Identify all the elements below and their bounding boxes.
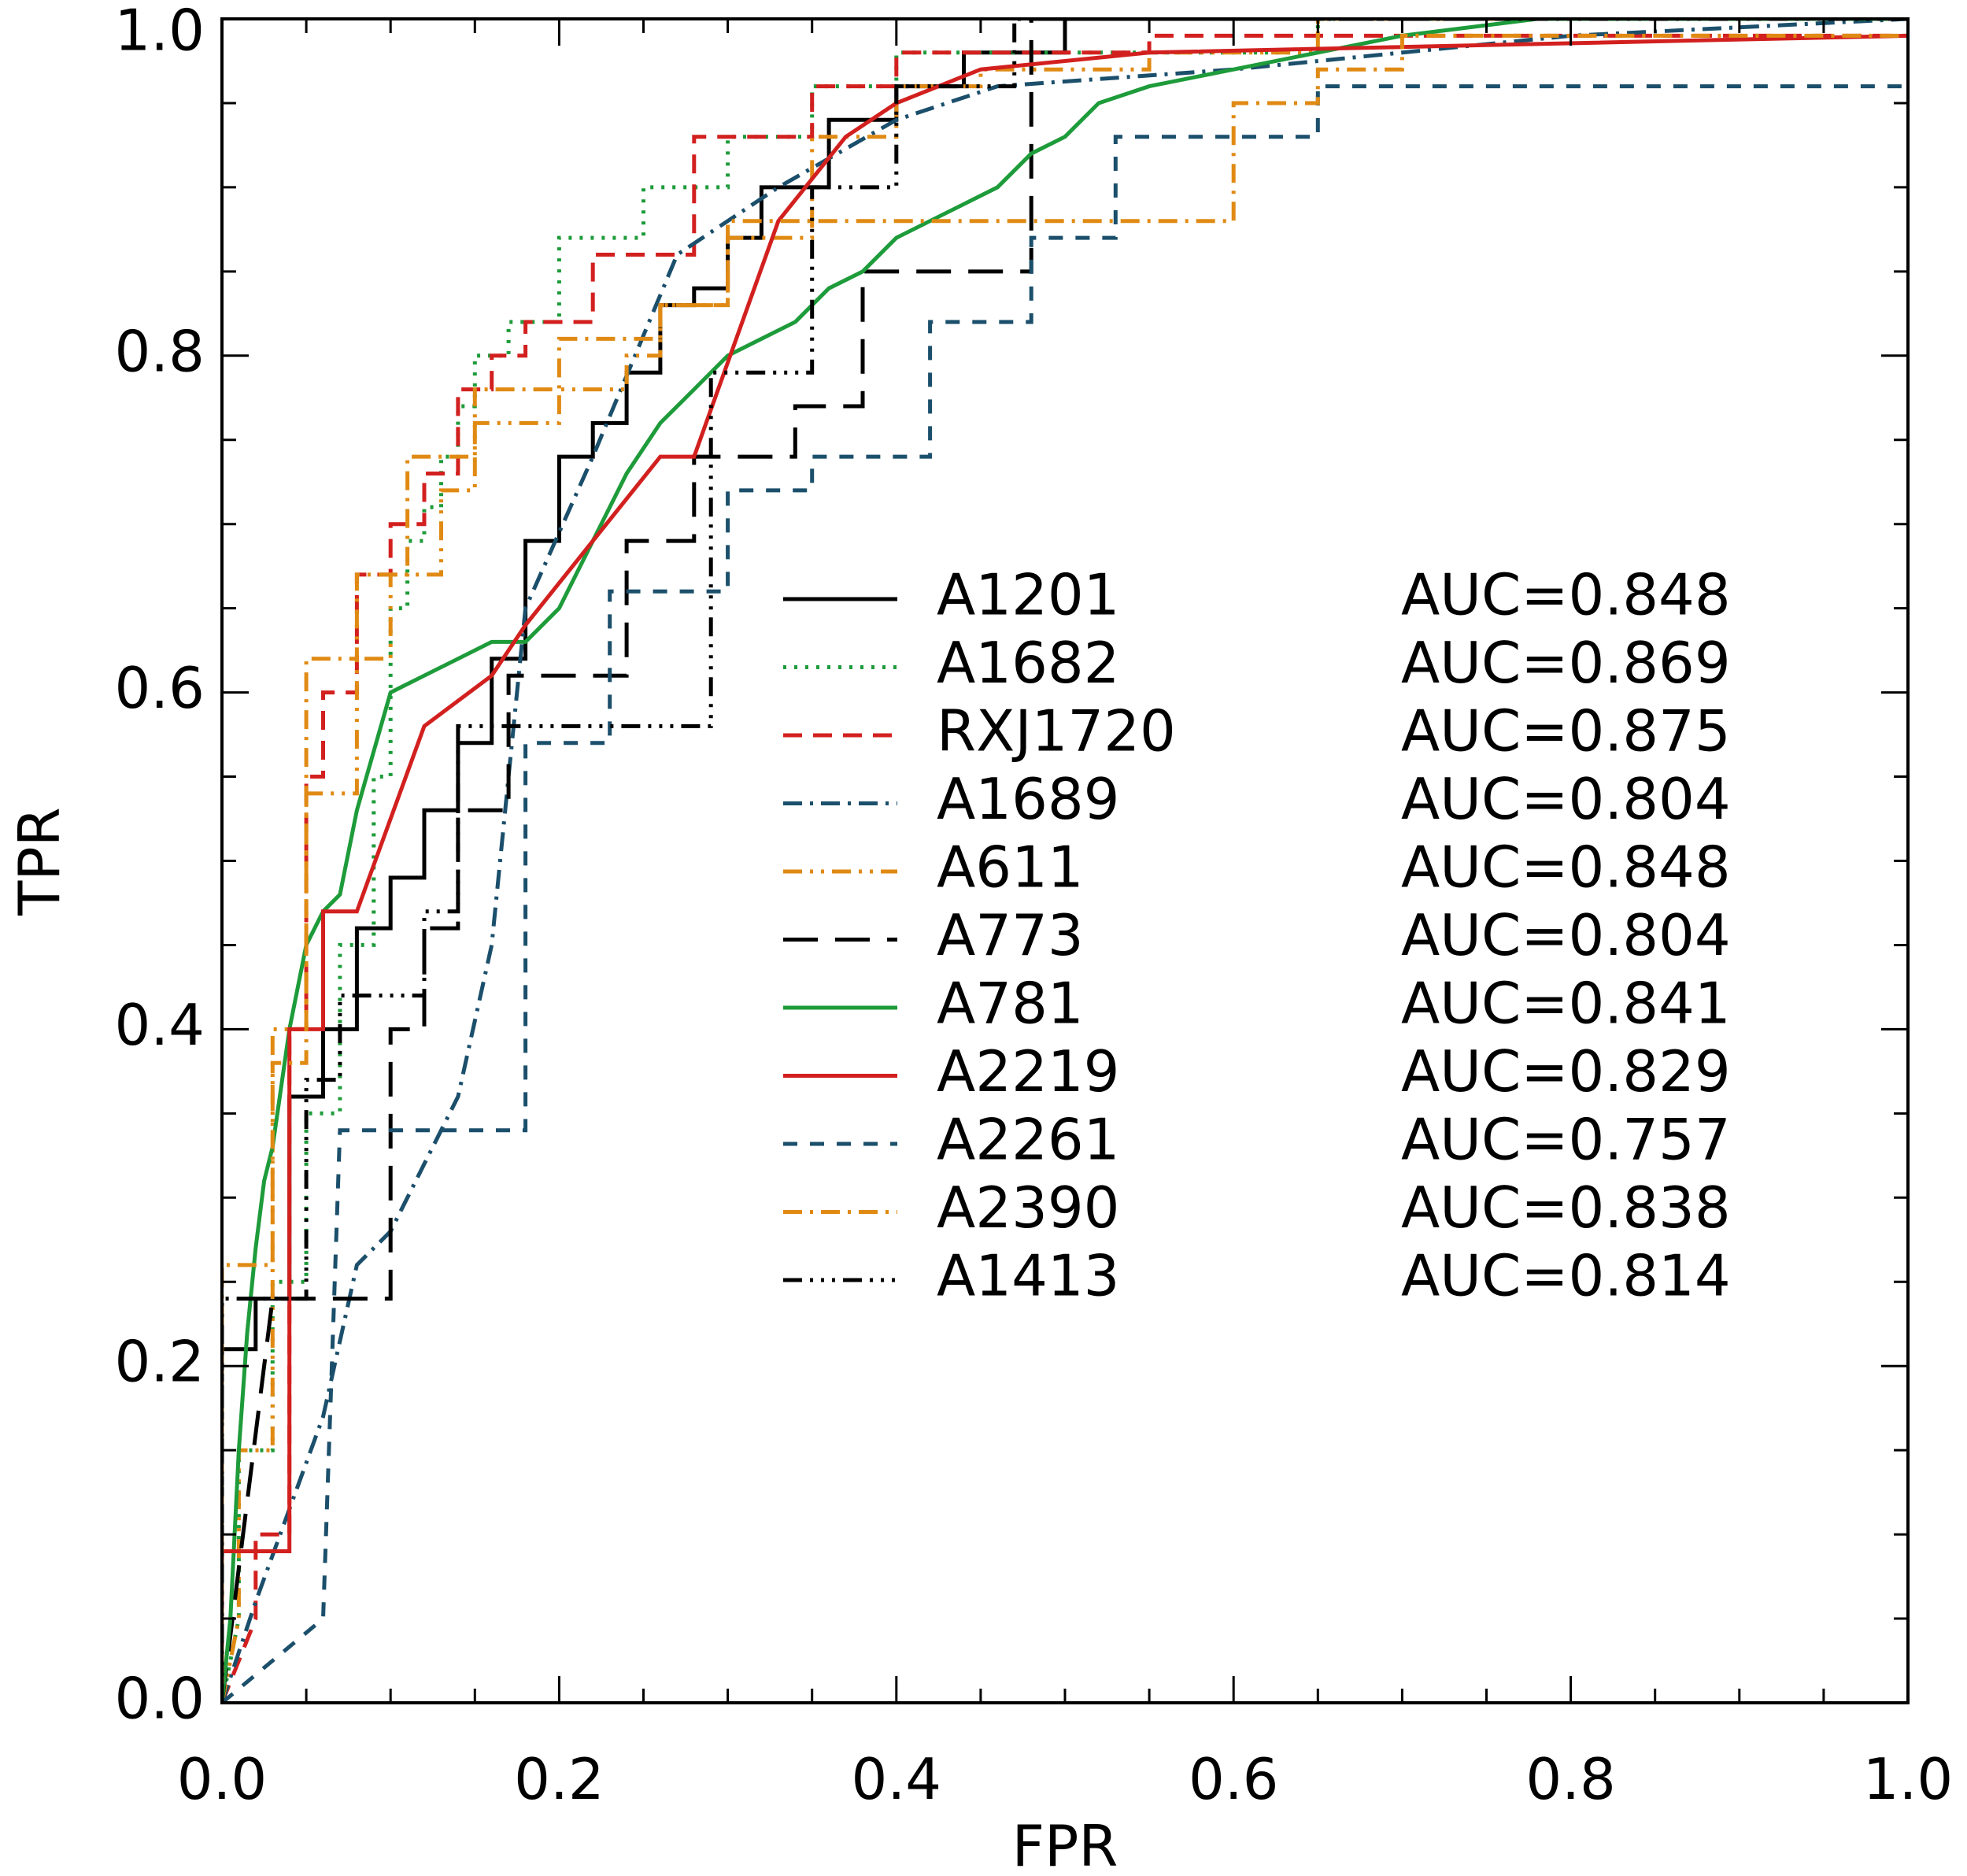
x-tick-label-1: 0.2 [514,1746,605,1812]
series-layer [222,19,1908,1703]
x-tick-label-4: 0.8 [1525,1746,1616,1812]
legend-label-a1682: A1682 [937,630,1120,696]
y-tick-label-3: 0.6 [114,655,205,721]
legend-auc-a1689: AUC=0.804 [1401,766,1731,832]
legend-auc-a2219: AUC=0.829 [1401,1038,1731,1105]
series-line-a1413 [222,19,1908,1703]
series-line-a1682 [222,19,1908,1703]
legend-label-rxj1720: RXJ1720 [937,698,1176,764]
legend-auc-a611: AUC=0.848 [1401,834,1731,901]
legend-label-a1689: A1689 [937,766,1120,832]
x-axis-title: FPR [1012,1813,1118,1876]
legend-label-a2219: A2219 [937,1038,1120,1105]
legend-auc-a781: AUC=0.841 [1401,971,1731,1037]
series-line-a1689 [222,19,1908,1703]
legend-label-a1413: A1413 [937,1243,1120,1309]
legend-label-a2390: A2390 [937,1175,1120,1241]
legend-label-a773: A773 [937,902,1084,968]
y-tick-label-4: 0.8 [114,318,205,384]
y-axis-title: TPR [6,807,72,916]
legend-auc-rxj1720: AUC=0.875 [1401,698,1731,764]
series-line-a781 [222,19,1908,1703]
series-line-a2219 [222,33,1908,1703]
legend-label-a781: A781 [937,971,1084,1037]
ticks-layer [220,17,1910,1704]
series-line-a611 [222,19,1908,1703]
x-tick-label-3: 0.6 [1189,1746,1279,1812]
x-tick-label-2: 0.4 [852,1746,942,1812]
legend-auc-a2261: AUC=0.757 [1401,1107,1731,1173]
y-tick-label-1: 0.2 [114,1329,205,1395]
y-tick-label-2: 0.4 [114,992,205,1058]
y-tick-label-0: 0.0 [114,1666,205,1732]
x-tick-label-0: 0.0 [177,1746,268,1812]
legend-auc-a1682: AUC=0.869 [1401,630,1731,696]
x-tick-label-5: 1.0 [1863,1746,1954,1812]
series-line-a2390 [222,33,1908,1703]
legend-label-a1201: A1201 [937,562,1120,628]
legend-auc-a1201: AUC=0.848 [1401,562,1731,628]
legend-auc-a1413: AUC=0.814 [1401,1243,1731,1309]
legend-label-a2261: A2261 [937,1107,1120,1173]
series-line-rxj1720 [222,33,1908,1703]
legend: A1201 AUC=0.848 A1682 AUC=0.869 RXJ1720 AUC=0… [783,562,1731,1309]
legend-auc-a2390: AUC=0.838 [1401,1175,1731,1241]
legend-label-a611: A611 [937,834,1084,901]
series-line-a2261 [222,84,1908,1703]
y-tick-label-5: 1.0 [114,0,205,64]
series-line-a773 [222,19,1908,1703]
legend-auc-a773: AUC=0.804 [1401,902,1731,968]
